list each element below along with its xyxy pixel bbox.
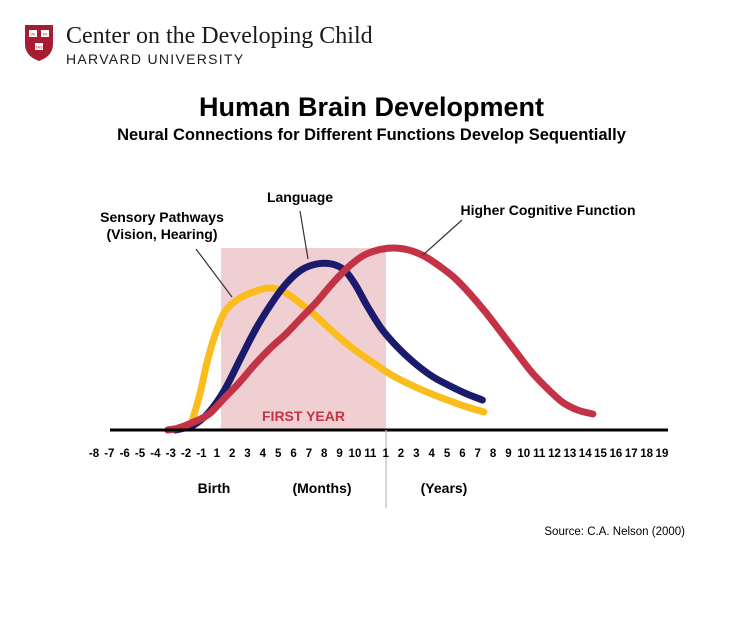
org-header: VE RI TAS Center on the Developing Child… xyxy=(24,22,424,68)
x-tick-label: 12 xyxy=(548,448,561,460)
x-tick-label: 5 xyxy=(444,448,451,460)
shield-text-1: VE xyxy=(30,32,36,37)
org-name: Center on the Developing Child xyxy=(66,23,373,49)
x-tick-label: 6 xyxy=(459,448,465,460)
language-label-leader xyxy=(299,210,309,260)
x-tick-label: 11 xyxy=(533,448,546,460)
x-tick-label: 5 xyxy=(275,448,282,460)
x-tick-label: 18 xyxy=(640,448,653,460)
shield-text-2: RI xyxy=(43,32,47,37)
chart-title: Human Brain Development xyxy=(198,92,545,122)
x-tick-label: 8 xyxy=(490,448,497,460)
higher-cognitive-line xyxy=(164,244,597,434)
x-tick-label: 10 xyxy=(517,448,530,460)
x-tick-label: -2 xyxy=(181,448,191,460)
x-tick-label: 3 xyxy=(244,448,250,460)
x-tick-label: 9 xyxy=(336,448,342,460)
x-tick-label: 4 xyxy=(428,448,435,460)
x-tick-label: -5 xyxy=(135,448,146,460)
language-line xyxy=(171,259,486,434)
x-tick-label: 10 xyxy=(349,448,362,460)
language-label: Language xyxy=(267,189,333,205)
x-tick-label: 9 xyxy=(505,448,511,460)
sensory-label: Sensory Pathways (Vision, Hearing) xyxy=(100,209,224,242)
x-tick-label: 11 xyxy=(364,448,377,460)
x-tick-label: -7 xyxy=(104,448,114,460)
sensory-label-leader xyxy=(195,248,233,298)
harvard-shield-icon: VE RI TAS xyxy=(25,25,53,61)
x-tick-label: -3 xyxy=(166,448,176,460)
source-note: Source: C.A. Nelson (2000) xyxy=(544,526,685,538)
x-tick-label: 4 xyxy=(260,448,267,460)
x-tick-label: 15 xyxy=(594,448,607,460)
x-tick-label: 2 xyxy=(229,448,235,460)
x-tick-label: -1 xyxy=(196,448,207,460)
chart-subtitle: Neural Connections for Different Functio… xyxy=(117,126,626,144)
x-tick-label: -6 xyxy=(120,448,130,460)
x-tick-label: 2 xyxy=(398,448,404,460)
x-group-label: Birth xyxy=(198,480,231,496)
x-tick-label: 3 xyxy=(413,448,419,460)
x-tick-label: -8 xyxy=(89,448,100,460)
x-tick-label: 7 xyxy=(475,448,481,460)
x-tick-label: 16 xyxy=(610,448,623,460)
org-subtitle: HARVARD UNIVERSITY xyxy=(66,51,245,67)
x-tick-label: 1 xyxy=(214,448,221,460)
cognitive-label-leader xyxy=(422,219,463,256)
x-tick-label: -4 xyxy=(150,448,161,460)
x-tick-label: 7 xyxy=(306,448,312,460)
x-tick-label: 1 xyxy=(382,448,389,460)
x-group-label: (Years) xyxy=(421,480,468,496)
x-tick-label: 14 xyxy=(579,448,592,460)
cognitive-label: Higher Cognitive Function xyxy=(461,202,636,218)
x-tick-label: 17 xyxy=(625,448,638,460)
shield-text-3: TAS xyxy=(35,45,43,50)
first-year-label: FIRST YEAR xyxy=(262,408,345,424)
x-tick-label: 13 xyxy=(563,448,576,460)
x-tick-label: 8 xyxy=(321,448,328,460)
x-group-label: (Months) xyxy=(292,480,351,496)
first-year-region xyxy=(221,248,386,430)
x-tick-label: 19 xyxy=(656,448,669,460)
x-tick-label: 6 xyxy=(290,448,296,460)
